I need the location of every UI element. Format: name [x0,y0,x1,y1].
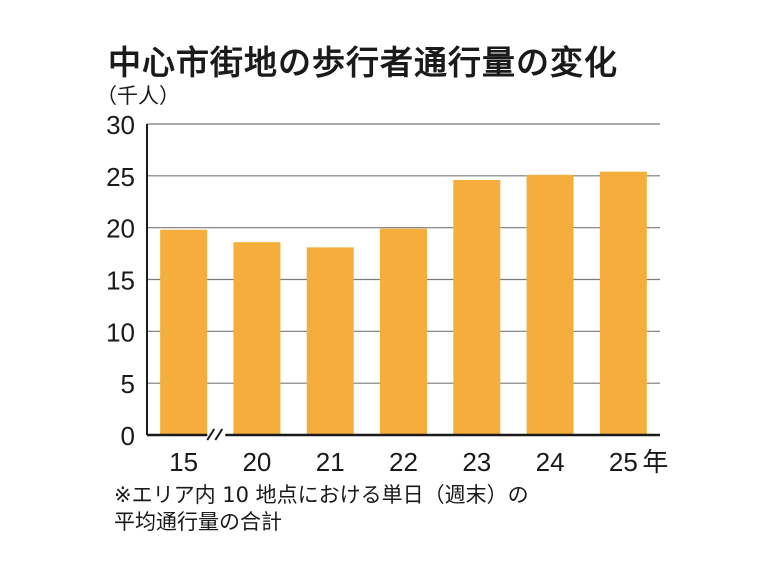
x-tick-label-15: 15 [169,447,198,477]
footnote-line-2: 平均通行量の合計 [114,510,282,534]
bar-20 [233,242,281,435]
y-tick-labels: 0 5 10 15 20 25 30 [106,110,135,451]
x-tick-label-22: 22 [389,447,418,477]
x-tick-label-25: 25 [609,447,638,477]
y-tick-label-30: 30 [106,110,135,140]
footnote-line-1: ※エリア内 10 地点における単日（週末）の [114,483,529,507]
footnote: ※エリア内 10 地点における単日（週末）の 平均通行量の合計 [114,482,674,536]
x-axis-unit-label: 年 [642,448,668,478]
y-tick-label-5: 5 [121,369,135,399]
bar-24 [526,174,574,435]
bar-22 [380,228,427,435]
x-tick-label-24: 24 [536,447,565,477]
bar-23 [453,179,501,435]
y-tick-label-15: 15 [106,266,135,296]
axis-break-mark-2 [214,428,224,441]
x-tick-label-21: 21 [316,447,345,477]
axis-break-mark-1 [206,428,216,441]
chart-title: 中心市街地の歩行者通行量の変化 [108,43,618,82]
axes [146,124,660,441]
y-tick-label-25: 25 [106,162,135,192]
x-tick-label-23: 23 [462,447,491,477]
bars [160,171,647,436]
bar-25 [599,171,647,436]
bar-21 [306,247,354,435]
bar-15 [160,229,208,435]
y-tick-label-20: 20 [106,214,135,244]
x-tick-label-20: 20 [242,447,271,477]
y-axis-unit-label: （千人） [96,84,180,108]
y-tick-label-0: 0 [121,421,135,451]
x-tick-labels: 15 20 21 22 23 24 25 年 [169,447,668,478]
y-tick-label-10: 10 [106,317,135,347]
